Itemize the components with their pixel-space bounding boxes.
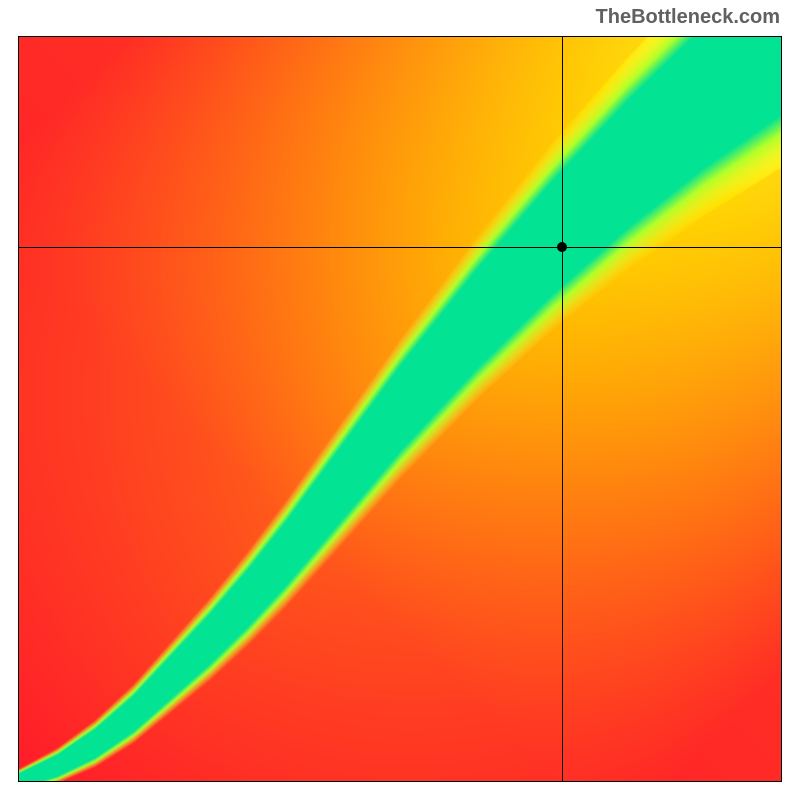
crosshair-horizontal bbox=[19, 247, 781, 248]
heatmap-canvas bbox=[19, 37, 781, 781]
crosshair-vertical bbox=[562, 37, 563, 781]
watermark-text: TheBottleneck.com bbox=[596, 6, 780, 29]
crosshair-marker bbox=[557, 242, 567, 252]
heatmap-plot bbox=[18, 36, 782, 782]
